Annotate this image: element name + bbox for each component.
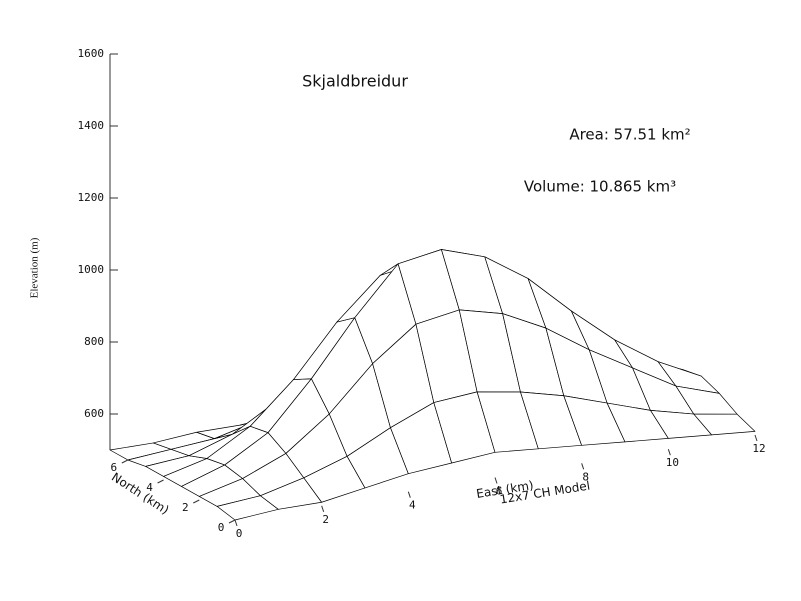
x-tick-label: 4 — [409, 499, 416, 512]
x-tick-label: 2 — [322, 513, 329, 526]
annotation: Area: 57.51 km² — [569, 126, 690, 144]
y-tick-label: 2 — [182, 501, 189, 514]
z-axis-label: Elevation (m) — [29, 237, 41, 298]
x-tick-label: 0 — [236, 527, 243, 540]
x-tick-label: 10 — [666, 456, 679, 469]
surface-cell — [693, 413, 756, 436]
z-tick-label: 1000 — [78, 263, 105, 276]
annotation: Volume: 10.865 km³ — [524, 178, 676, 196]
x-tick — [234, 519, 238, 527]
y-tick — [157, 479, 164, 484]
x-tick-label: 6 — [496, 485, 503, 498]
x-tick — [321, 505, 325, 512]
x-tick-label: 12 — [752, 442, 765, 455]
x-tick — [581, 463, 585, 470]
z-tick-label: 1600 — [78, 47, 105, 60]
z-tick-label: 1400 — [78, 119, 105, 132]
z-tick-label: 600 — [84, 407, 104, 420]
x-tick — [667, 449, 671, 456]
z-tick-label: 1200 — [78, 191, 105, 204]
chart-title: Skjaldbreidur — [302, 72, 408, 91]
y-tick-label: 0 — [218, 521, 225, 534]
y-tick — [228, 519, 236, 524]
y-tick-label: 4 — [146, 481, 153, 494]
y-axis-label: North (km) — [109, 470, 171, 517]
y-tick — [193, 499, 200, 504]
z-tick-label: 800 — [84, 335, 104, 348]
y-tick — [121, 459, 129, 464]
x-tick — [754, 434, 758, 442]
x-tick — [407, 491, 411, 498]
y-tick-label: 6 — [111, 461, 118, 474]
x-tick — [494, 477, 498, 484]
x-tick-label: 8 — [582, 470, 589, 483]
